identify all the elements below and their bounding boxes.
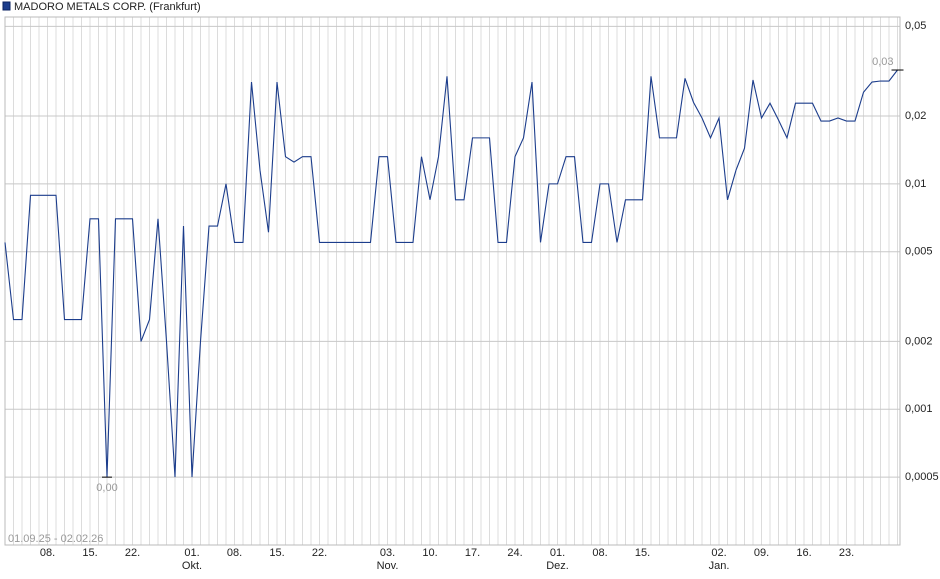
x-tick-label: 15.	[635, 547, 650, 559]
high-label: 0,03	[872, 56, 893, 68]
y-tick-label: 0,0005	[905, 471, 939, 483]
x-tick-label: 15.	[269, 547, 284, 559]
x-tick-label: 01.	[550, 547, 565, 559]
x-tick-label: 15.	[82, 547, 97, 559]
x-tick-label: 24.	[507, 547, 522, 559]
x-tick-label: 03.	[380, 547, 395, 559]
x-tick-label: 01.	[184, 547, 199, 559]
x-month-label: Nov.	[377, 560, 399, 572]
x-tick-label: 22.	[125, 547, 140, 559]
x-tick-label: 23.	[839, 547, 854, 559]
x-tick-label: 08.	[227, 547, 242, 559]
x-tick-label: 10.	[422, 547, 437, 559]
x-month-label: Dez.	[546, 560, 569, 572]
x-tick-label: 16.	[796, 547, 811, 559]
x-month-label: Okt.	[182, 560, 202, 572]
x-tick-label: 08.	[592, 547, 607, 559]
date-range: 01.09.25 - 02.02.26	[8, 533, 103, 545]
x-tick-label: 02.	[711, 547, 726, 559]
x-tick-label: 22.	[312, 547, 327, 559]
price-line	[4, 69, 898, 478]
x-month-label: Jan.	[709, 560, 730, 572]
legend-swatch	[2, 1, 11, 11]
plot-frame	[4, 16, 901, 546]
x-tick-label: 08.	[40, 547, 55, 559]
chart-title: MADORO METALS CORP. (Frankfurt)	[14, 1, 201, 13]
y-tick-label: 0,05	[905, 20, 926, 32]
grid	[4, 17, 900, 545]
y-tick-label: 0,002	[905, 335, 933, 347]
x-tick-label: 09.	[754, 547, 769, 559]
y-tick-label: 0,02	[905, 110, 926, 122]
x-tick-label: 17.	[465, 547, 480, 559]
low-label: 0,00	[96, 482, 117, 494]
y-tick-label: 0,001	[905, 403, 933, 415]
y-tick-label: 0,005	[905, 246, 933, 258]
y-tick-label: 0,01	[905, 178, 926, 190]
